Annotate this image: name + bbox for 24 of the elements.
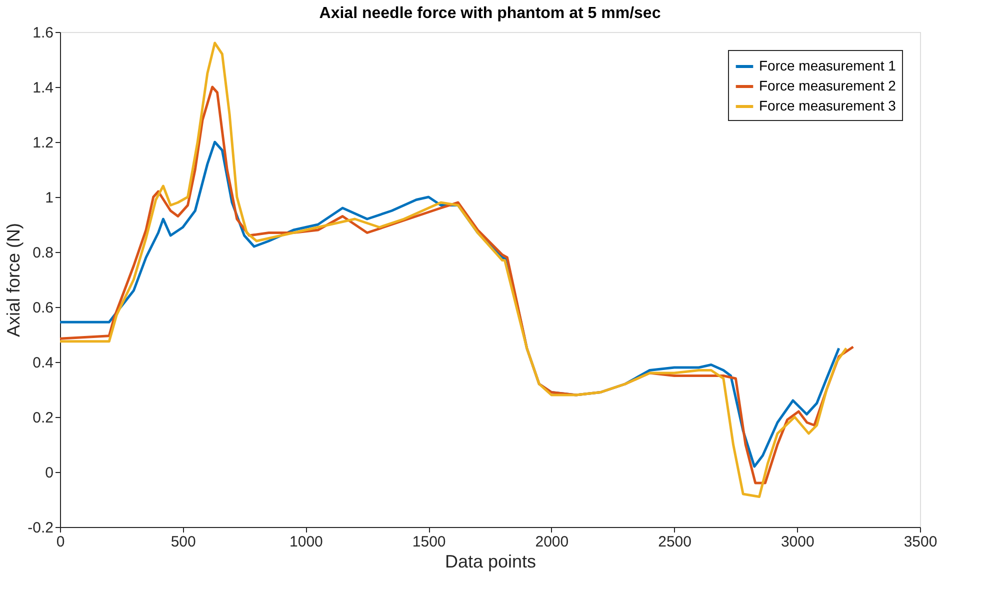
chart-title: Axial needle force with phantom at 5 mm/sec	[319, 5, 661, 22]
x-tick-label: 3000	[780, 534, 814, 550]
y-axis-title: Axial force (N)	[4, 222, 24, 338]
x-tick-label: 0	[56, 534, 65, 550]
y-tick-label: 1.2	[32, 134, 54, 152]
legend-label: Force measurement 1	[759, 58, 896, 74]
x-tick-label: 3500	[904, 534, 938, 550]
y-tick-label: 0	[45, 464, 54, 482]
legend-label: Force measurement 2	[759, 78, 896, 94]
y-tick-label: 0.4	[32, 354, 54, 372]
x-tick-label: 500	[170, 534, 196, 550]
y-tick-label: 1.6	[32, 24, 54, 42]
y-tick-label: 1.4	[32, 80, 54, 96]
x-tick-label: 2000	[535, 534, 569, 550]
legend-label: Force measurement 3	[759, 98, 896, 114]
y-tick-label: 0.6	[32, 300, 54, 316]
y-tick-label: 0.2	[32, 410, 54, 426]
y-tick-label: 0.8	[32, 244, 54, 262]
y-tick-label: -0.2	[28, 520, 54, 536]
x-tick-label: 1000	[290, 534, 323, 550]
x-axis-title: Data points	[444, 552, 536, 572]
y-tick-label: 1	[45, 190, 54, 206]
x-tick-label: 1500	[412, 534, 446, 550]
x-tick-label: 2500	[658, 534, 692, 550]
